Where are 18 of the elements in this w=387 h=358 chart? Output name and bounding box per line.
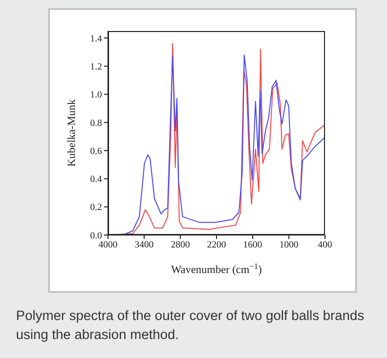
y-tick-label: 0.6	[90, 146, 102, 157]
text: Polymer spectra of the outer cover of two golf balls brands using the abrasion method.	[16, 307, 366, 344]
y-tick-label: 0.8	[90, 118, 102, 129]
x-tick-label: 2800	[170, 240, 190, 251]
x-tick-label: 1600	[243, 240, 262, 251]
y-tick-label: 1.2	[90, 62, 102, 73]
x-tick-label: 400	[318, 240, 332, 251]
y-tick-label: 0.4	[90, 175, 102, 186]
y-tick-label: 1.4	[90, 34, 102, 44]
y-tick-label: 0.2	[90, 203, 102, 214]
x-tick-label: 2200	[207, 240, 226, 251]
x-tick-label: 3400	[134, 240, 154, 251]
y-tick-label: 0.0	[90, 231, 102, 242]
y-tick-label: 1.0	[90, 90, 102, 101]
x-tick-label: 1000	[279, 240, 299, 251]
x-axis-title: Wavenumber (cm$^{−1}$)	[171, 262, 262, 276]
x-tick-label: 4000	[98, 240, 118, 251]
y-axis-title: Kubelka-Munk	[66, 98, 78, 167]
